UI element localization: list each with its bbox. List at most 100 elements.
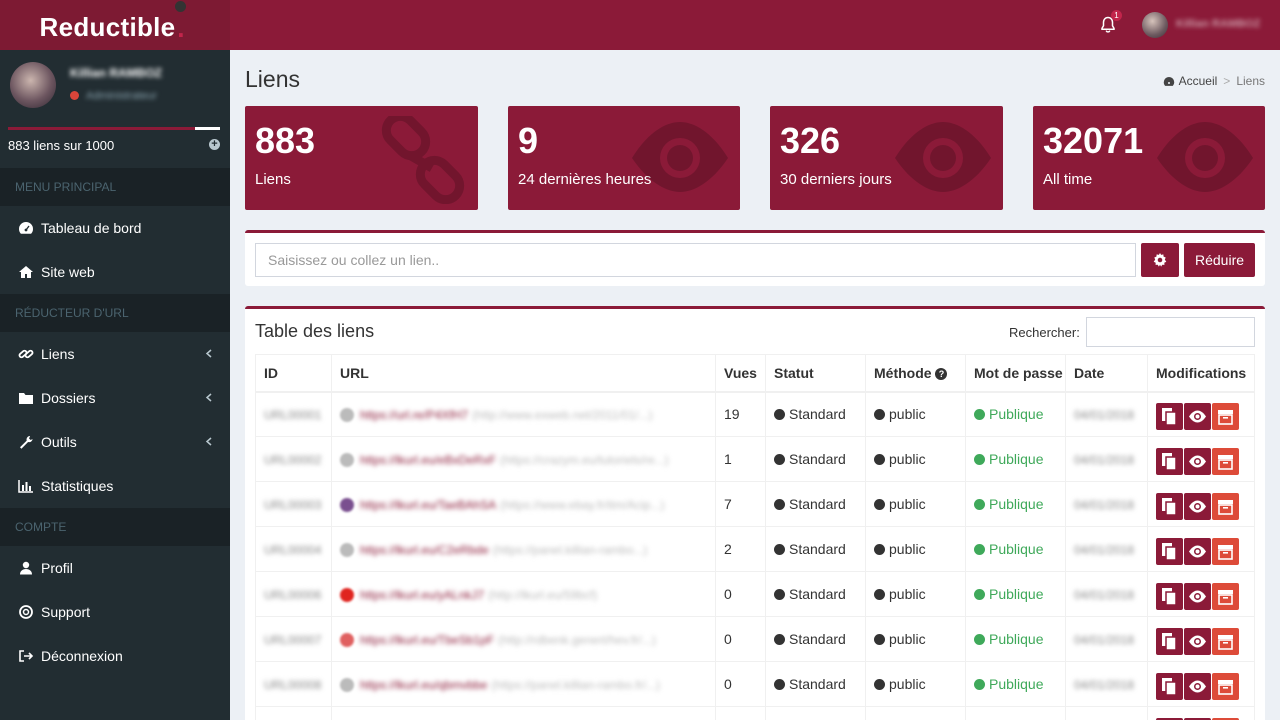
archive-button[interactable] — [1212, 402, 1239, 430]
cell-actions — [1147, 616, 1255, 662]
cell-id: URL00009 — [255, 706, 332, 720]
copy-button[interactable] — [1156, 672, 1183, 700]
column-header-method[interactable]: Méthode ? — [865, 354, 966, 393]
archive-button[interactable] — [1212, 582, 1239, 610]
view-button[interactable] — [1184, 627, 1211, 655]
cell-status: Standard — [765, 706, 866, 720]
sidebar-user-role: Administrateur — [86, 90, 157, 102]
column-header-date[interactable]: Date — [1065, 354, 1148, 393]
copy-button[interactable] — [1156, 447, 1183, 475]
method-dot-icon — [874, 499, 885, 510]
column-header-password[interactable]: Mot de passe — [965, 354, 1066, 393]
chevron-left-icon — [205, 349, 212, 358]
column-header-url[interactable]: URL — [331, 354, 716, 393]
help-icon[interactable]: ? — [935, 367, 948, 380]
short-url-link[interactable]: https://lkurl.eu/C2eRbde — [360, 542, 489, 557]
cell-url: https://lkurl.eu/yALnkJ7 (http://lkurl.e… — [331, 571, 716, 617]
copy-button[interactable] — [1156, 537, 1183, 565]
topbar-user-name[interactable]: Killian RAMBOZ — [1176, 18, 1261, 30]
cell-id: URL00003 — [255, 481, 332, 527]
archive-button[interactable] — [1212, 717, 1239, 720]
cell-method: public — [865, 526, 966, 572]
column-header-status[interactable]: Statut — [765, 354, 866, 393]
column-header-id[interactable]: ID — [255, 354, 332, 393]
sidebar-item-statistics[interactable]: Statistiques — [0, 464, 230, 508]
archive-icon — [1218, 634, 1233, 650]
password-label: Publique — [989, 586, 1044, 602]
cell-actions — [1147, 706, 1255, 720]
status-dot-icon — [774, 634, 785, 645]
eye-icon — [1189, 590, 1206, 602]
column-header-views[interactable]: Vues — [715, 354, 766, 393]
sidebar-item-tools[interactable]: Outils — [0, 420, 230, 464]
archive-button[interactable] — [1212, 492, 1239, 520]
short-url-link[interactable]: https://lkurl.eu/qbmvbbe — [360, 677, 488, 692]
wrench-icon — [20, 435, 33, 449]
eye-icon — [1157, 122, 1253, 192]
favicon-icon — [340, 498, 354, 513]
search-input[interactable] — [1086, 317, 1255, 347]
sidebar-item-folders[interactable]: Dossiers — [0, 376, 230, 420]
sidebar-item-profile[interactable]: Profil — [0, 546, 230, 590]
view-button[interactable] — [1184, 402, 1211, 430]
shorten-button[interactable]: Réduire — [1184, 243, 1255, 277]
sidebar-item-logout[interactable]: Déconnexion — [0, 634, 230, 678]
short-url-link[interactable]: https://lkurl.eu/yALnkJ7 — [360, 587, 485, 602]
search-label: Rechercher: — [1009, 325, 1080, 340]
view-button[interactable] — [1184, 492, 1211, 520]
cell-password: Publique — [965, 661, 1066, 707]
archive-button[interactable] — [1212, 627, 1239, 655]
sidebar-item-support[interactable]: Support — [0, 590, 230, 634]
breadcrumb-home-link[interactable]: Accueil — [1178, 74, 1218, 88]
cell-date: 04/01/2018 — [1065, 661, 1148, 707]
archive-button[interactable] — [1212, 672, 1239, 700]
sidebar-item-dashboard[interactable]: Tableau de bord — [0, 206, 230, 250]
view-button[interactable] — [1184, 717, 1211, 720]
sidebar-user-name: Killian RAMBOZ — [70, 66, 162, 80]
copy-button[interactable] — [1156, 627, 1183, 655]
copy-button[interactable] — [1156, 717, 1183, 720]
settings-button[interactable] — [1141, 243, 1179, 277]
link-id: URL00006 — [264, 588, 322, 602]
links-table: ID URL Vues Statut Méthode ? Mot de pass… — [255, 354, 1255, 720]
method-dot-icon — [874, 409, 885, 421]
eye-icon — [632, 122, 728, 192]
archive-icon — [1218, 454, 1233, 470]
short-url-link[interactable]: https://lkurl.eu/eBxDeRxF — [360, 452, 497, 467]
archive-icon — [1218, 409, 1233, 425]
original-url: (http://lkurl.eu/59bcf) — [487, 587, 598, 602]
view-button[interactable] — [1184, 582, 1211, 610]
short-url-link[interactable]: https://lkurl.eu/TbeSb1pF — [360, 632, 495, 647]
sidebar-item-website[interactable]: Site web — [0, 250, 230, 294]
url-input[interactable] — [255, 243, 1136, 277]
plus-circle-icon[interactable]: + — [209, 139, 220, 150]
status-label: Standard — [789, 451, 846, 467]
view-button[interactable] — [1184, 447, 1211, 475]
sidebar-item-links[interactable]: Liens — [0, 332, 230, 376]
copy-button[interactable] — [1156, 492, 1183, 520]
bar-chart-icon — [18, 479, 33, 493]
method-dot-icon — [874, 589, 885, 600]
short-url-link[interactable]: https://url.re/P4XfH7 — [360, 408, 469, 423]
copy-icon — [1162, 587, 1177, 606]
eye-icon — [1189, 455, 1206, 467]
status-dot-icon — [774, 589, 785, 600]
copy-button[interactable] — [1156, 402, 1183, 430]
method-label: public — [889, 451, 926, 467]
cell-password: Publique — [965, 391, 1066, 437]
favicon-icon — [340, 588, 354, 603]
short-url-link[interactable]: https://lkurl.eu/TaeBAhSA — [360, 497, 497, 512]
archive-button[interactable] — [1212, 537, 1239, 565]
link-date: 04/01/2018 — [1074, 678, 1135, 692]
view-button[interactable] — [1184, 537, 1211, 565]
copy-button[interactable] — [1156, 582, 1183, 610]
archive-button[interactable] — [1212, 447, 1239, 475]
cell-date: 04/01/2018 — [1065, 436, 1148, 482]
status-dot-icon — [774, 409, 785, 421]
password-label: Publique — [989, 631, 1044, 647]
bell-icon[interactable] — [1100, 16, 1116, 34]
brand-logo[interactable]: Reductible. — [0, 0, 230, 50]
avatar[interactable] — [1142, 12, 1168, 38]
view-button[interactable] — [1184, 672, 1211, 700]
section-header-account: COMPTE — [0, 508, 230, 546]
